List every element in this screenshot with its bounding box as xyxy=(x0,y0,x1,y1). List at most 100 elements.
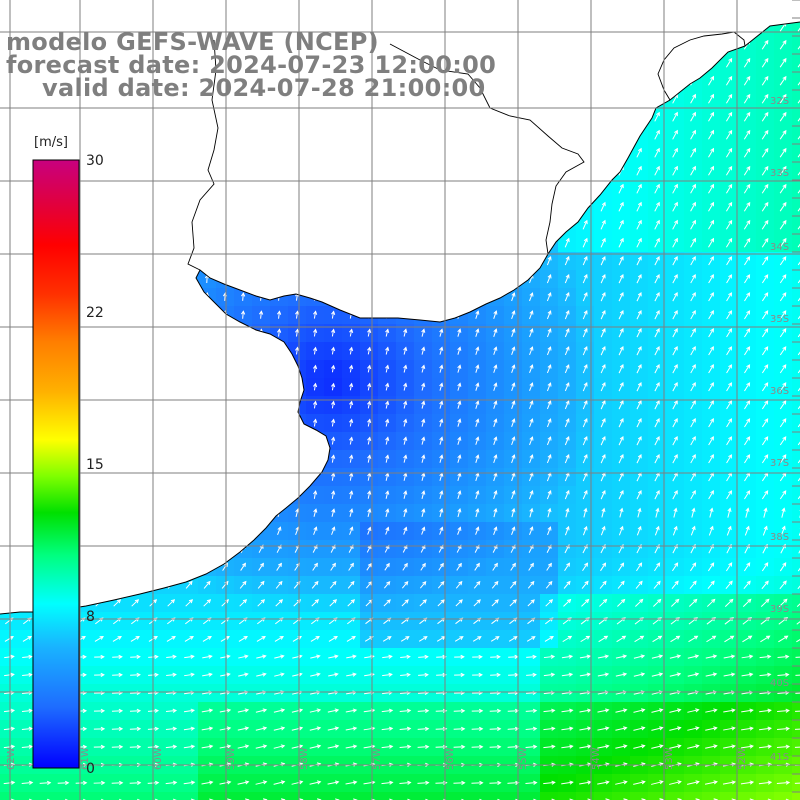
colorbar-tick-22: 22 xyxy=(86,305,104,321)
lat-label-35S: 35S xyxy=(770,314,789,325)
wind-cell xyxy=(774,22,793,37)
lat-label-36S: 36S xyxy=(770,386,789,397)
wind-cell xyxy=(558,792,577,800)
wind-cell xyxy=(792,144,800,163)
wind-cell xyxy=(612,792,631,800)
wind-cell xyxy=(756,792,775,800)
lon-label-60W: 60W xyxy=(153,747,164,770)
wind-cell xyxy=(792,378,800,397)
wind-cell xyxy=(792,792,800,800)
wind-cell xyxy=(324,792,343,800)
wind-cell xyxy=(738,792,757,800)
wind-cell xyxy=(720,792,739,800)
wind-cell xyxy=(450,792,469,800)
lon-label-59W: 59W xyxy=(226,747,237,770)
colorbar-tick-0: 0 xyxy=(86,761,95,777)
wind-cell xyxy=(792,162,800,181)
wind-cell xyxy=(792,54,800,73)
wind-cell xyxy=(540,792,559,800)
lat-label-33S: 33S xyxy=(770,168,789,179)
lon-label-58W: 58W xyxy=(299,747,310,770)
colorbar-tick-15: 15 xyxy=(86,457,104,473)
wind-cell xyxy=(792,594,800,613)
wind-cell xyxy=(792,234,800,253)
lat-label-41S: 41S xyxy=(770,752,789,763)
lon-label-52W: 52W xyxy=(737,747,748,770)
wind-cell xyxy=(792,324,800,343)
wind-cell xyxy=(792,108,800,127)
wind-cell xyxy=(792,450,800,469)
wind-cell xyxy=(792,180,800,199)
wind-cell xyxy=(792,126,800,145)
wind-cell xyxy=(792,90,800,109)
wind-cell xyxy=(360,792,379,800)
wind-cell xyxy=(792,36,800,55)
wind-cell xyxy=(792,576,800,595)
lat-label-32S: 32S xyxy=(770,96,789,107)
wind-cell xyxy=(792,270,800,289)
wind-cell xyxy=(792,558,800,577)
wind-cell xyxy=(792,486,800,505)
wind-cell xyxy=(234,792,253,800)
wind-cell xyxy=(792,468,800,487)
wind-cell xyxy=(774,792,793,800)
wind-cell xyxy=(522,792,541,800)
colorbar-tick-8: 8 xyxy=(86,609,95,625)
colorbar-unit: [m/s] xyxy=(34,135,68,150)
wind-cell xyxy=(252,792,271,800)
lon-label-62W: 62W xyxy=(6,747,17,770)
wind-cell xyxy=(36,792,55,800)
wind-cell xyxy=(792,522,800,541)
lat-label-37S: 37S xyxy=(770,458,789,469)
lon-label-53W: 53W xyxy=(664,747,675,770)
wind-cell xyxy=(702,792,721,800)
wind-cell xyxy=(792,504,800,523)
lon-label-57W: 57W xyxy=(372,747,383,770)
wind-cell xyxy=(792,216,800,235)
wind-cell xyxy=(18,792,37,800)
wind-cell xyxy=(504,792,523,800)
wind-cell xyxy=(162,792,181,800)
wind-cell xyxy=(792,306,800,325)
wind-cell xyxy=(342,792,361,800)
wind-cell xyxy=(378,792,397,800)
colorbar-tick-30: 30 xyxy=(86,153,104,169)
wind-cell xyxy=(792,432,800,451)
lat-label-38S: 38S xyxy=(770,532,789,543)
wind-cell xyxy=(792,360,800,379)
wind-cell xyxy=(90,792,109,800)
lat-label-39S: 39S xyxy=(770,604,789,615)
wind-cell xyxy=(792,540,800,559)
wind-cell xyxy=(792,288,800,307)
wind-cell xyxy=(432,792,451,800)
wind-cell xyxy=(792,414,800,433)
wind-cell xyxy=(270,792,289,800)
wind-cell xyxy=(594,792,613,800)
wind-cell xyxy=(198,792,217,800)
wind-cell xyxy=(306,792,325,800)
wind-cell xyxy=(54,792,73,800)
lat-label-40S: 40S xyxy=(770,678,789,689)
lon-label-55W: 55W xyxy=(518,747,529,770)
wind-cell xyxy=(180,792,199,800)
wind-cell xyxy=(792,252,800,271)
wind-cell xyxy=(630,792,649,800)
wind-cell xyxy=(792,342,800,361)
wind-cell xyxy=(684,792,703,800)
lon-label-56W: 56W xyxy=(445,747,456,770)
wind-cell xyxy=(108,792,127,800)
wind-cell xyxy=(576,792,595,800)
wind-cell xyxy=(72,792,91,800)
colorbar-ramp xyxy=(32,159,80,769)
wind-cell xyxy=(216,792,235,800)
lat-label-34S: 34S xyxy=(770,242,789,253)
valid-date: valid date: 2024-07-28 21:00:00 xyxy=(42,74,486,102)
wind-cell xyxy=(792,198,800,217)
lon-label-54W: 54W xyxy=(591,747,602,770)
wind-cell xyxy=(792,612,800,631)
wind-cell xyxy=(414,792,433,800)
wind-cell xyxy=(792,22,800,37)
wind-cell xyxy=(486,792,505,800)
